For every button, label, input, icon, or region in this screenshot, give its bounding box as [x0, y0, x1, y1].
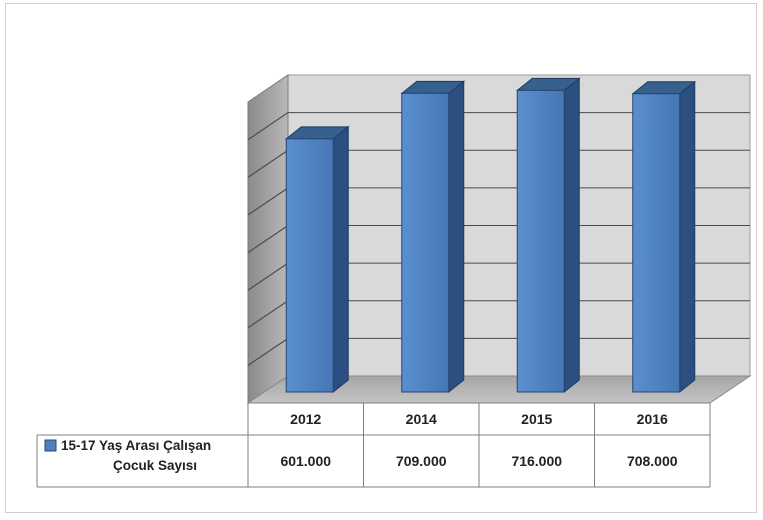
bar-2015	[515, 77, 581, 394]
bar-front	[285, 138, 334, 393]
x-tick-label: 2014	[406, 411, 437, 427]
gridline-side	[247, 225, 289, 253]
gridline-side	[247, 337, 289, 366]
plot-area	[246, 74, 752, 404]
data-label: 708.000	[627, 453, 678, 469]
bar-front	[401, 92, 450, 393]
bar-front	[516, 89, 565, 393]
x-tick-label: 2016	[637, 411, 668, 427]
gridline-side	[247, 149, 289, 178]
bar-2014	[400, 80, 466, 394]
data-label: 716.000	[511, 453, 562, 469]
legend-label: Çocuk Sayısı	[113, 458, 197, 473]
gridline-side	[247, 262, 289, 291]
bar-2016	[631, 80, 697, 394]
legend-label: 15-17 Yaş Arası Çalışan	[61, 438, 211, 453]
x-tick-label: 2015	[521, 411, 552, 427]
gridline-side	[247, 112, 289, 141]
bar-side	[563, 77, 580, 394]
legend-swatch	[44, 439, 57, 452]
gridline-side	[247, 300, 289, 329]
gridline-side	[247, 187, 289, 216]
data-label: 709.000	[396, 453, 447, 469]
x-tick-label: 2012	[290, 411, 321, 427]
bar-side	[679, 80, 696, 394]
data-table: 2012 2014 2015 2016 601.000 709.000 716.000 708…	[36, 402, 711, 488]
bar-side	[332, 125, 349, 394]
bar-2012	[284, 125, 350, 394]
bar-front	[632, 93, 681, 393]
data-label: 601.000	[280, 453, 331, 469]
bar-side	[448, 80, 465, 394]
